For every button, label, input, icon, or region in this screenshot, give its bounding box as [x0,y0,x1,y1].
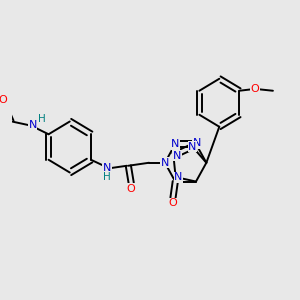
Text: O: O [169,198,177,208]
Text: N: N [174,172,183,182]
Text: N: N [173,151,181,160]
Text: N: N [171,139,179,149]
Text: O: O [251,84,260,94]
Text: N: N [28,120,37,130]
Text: O: O [127,184,136,194]
Text: N: N [192,138,201,148]
Text: N: N [188,142,196,152]
Text: N: N [161,158,169,168]
Text: H: H [103,172,111,182]
Text: O: O [0,95,7,105]
Text: N: N [103,163,111,173]
Text: H: H [38,114,46,124]
